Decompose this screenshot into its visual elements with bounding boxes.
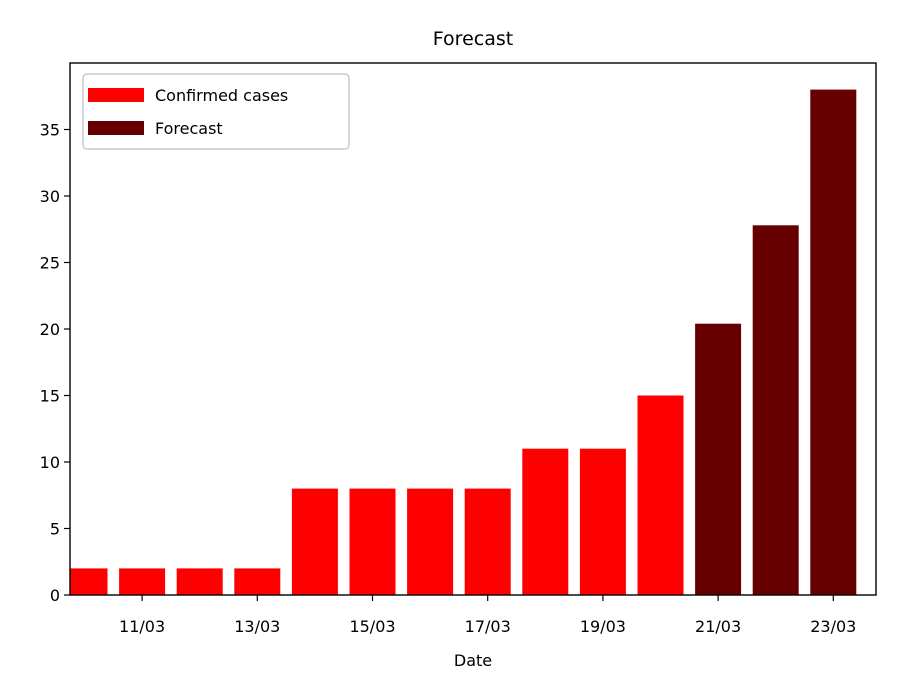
x-axis-title: Date xyxy=(454,651,492,670)
bar-confirmed-17-03 xyxy=(464,488,511,595)
bar-confirmed-14-03 xyxy=(291,488,338,595)
y-tick-label: 25 xyxy=(40,254,60,273)
bars-layer xyxy=(70,89,857,595)
bar-forecast-23-03 xyxy=(810,89,857,595)
y-tick-label: 5 xyxy=(50,520,60,539)
y-tick-label: 35 xyxy=(40,121,60,140)
bar-forecast-21-03 xyxy=(695,323,742,595)
bar-confirmed-13-03 xyxy=(234,568,281,595)
legend-swatch-forecast xyxy=(88,121,144,135)
bar-confirmed-19-03 xyxy=(579,448,626,595)
bar-confirmed-10-03 xyxy=(70,568,108,595)
legend-box xyxy=(82,73,350,150)
y-axis: 0 5 10 15 20 25 30 35 xyxy=(40,121,70,605)
y-tick-label: 0 xyxy=(50,586,60,605)
x-tick-label: 19/03 xyxy=(580,617,626,636)
x-tick-label: 17/03 xyxy=(465,617,511,636)
x-tick-label: 21/03 xyxy=(695,617,741,636)
bar-confirmed-11-03 xyxy=(119,568,166,595)
x-tick-label: 11/03 xyxy=(119,617,165,636)
y-tick-label: 20 xyxy=(40,320,60,339)
bar-confirmed-15-03 xyxy=(349,488,396,595)
chart-title: Forecast xyxy=(433,28,513,50)
legend-label-confirmed-cases: Confirmed cases xyxy=(155,86,288,105)
x-tick-label: 23/03 xyxy=(810,617,856,636)
x-tick-label: 13/03 xyxy=(234,617,280,636)
x-axis: 11/03 13/03 15/03 17/03 19/03 21/03 23/03 xyxy=(119,595,856,636)
legend: Confirmed cases Forecast xyxy=(82,73,350,150)
bar-confirmed-18-03 xyxy=(522,448,569,595)
bar-forecast-22-03 xyxy=(752,225,799,595)
bar-confirmed-20-03 xyxy=(637,395,684,595)
y-tick-label: 30 xyxy=(40,187,60,206)
x-tick-label: 15/03 xyxy=(349,617,395,636)
bar-confirmed-12-03 xyxy=(176,568,223,595)
legend-label-forecast: Forecast xyxy=(155,119,223,138)
y-tick-label: 15 xyxy=(40,387,60,406)
legend-swatch-confirmed-cases xyxy=(88,88,144,102)
y-tick-label: 10 xyxy=(40,453,60,472)
bar-confirmed-16-03 xyxy=(407,488,454,595)
